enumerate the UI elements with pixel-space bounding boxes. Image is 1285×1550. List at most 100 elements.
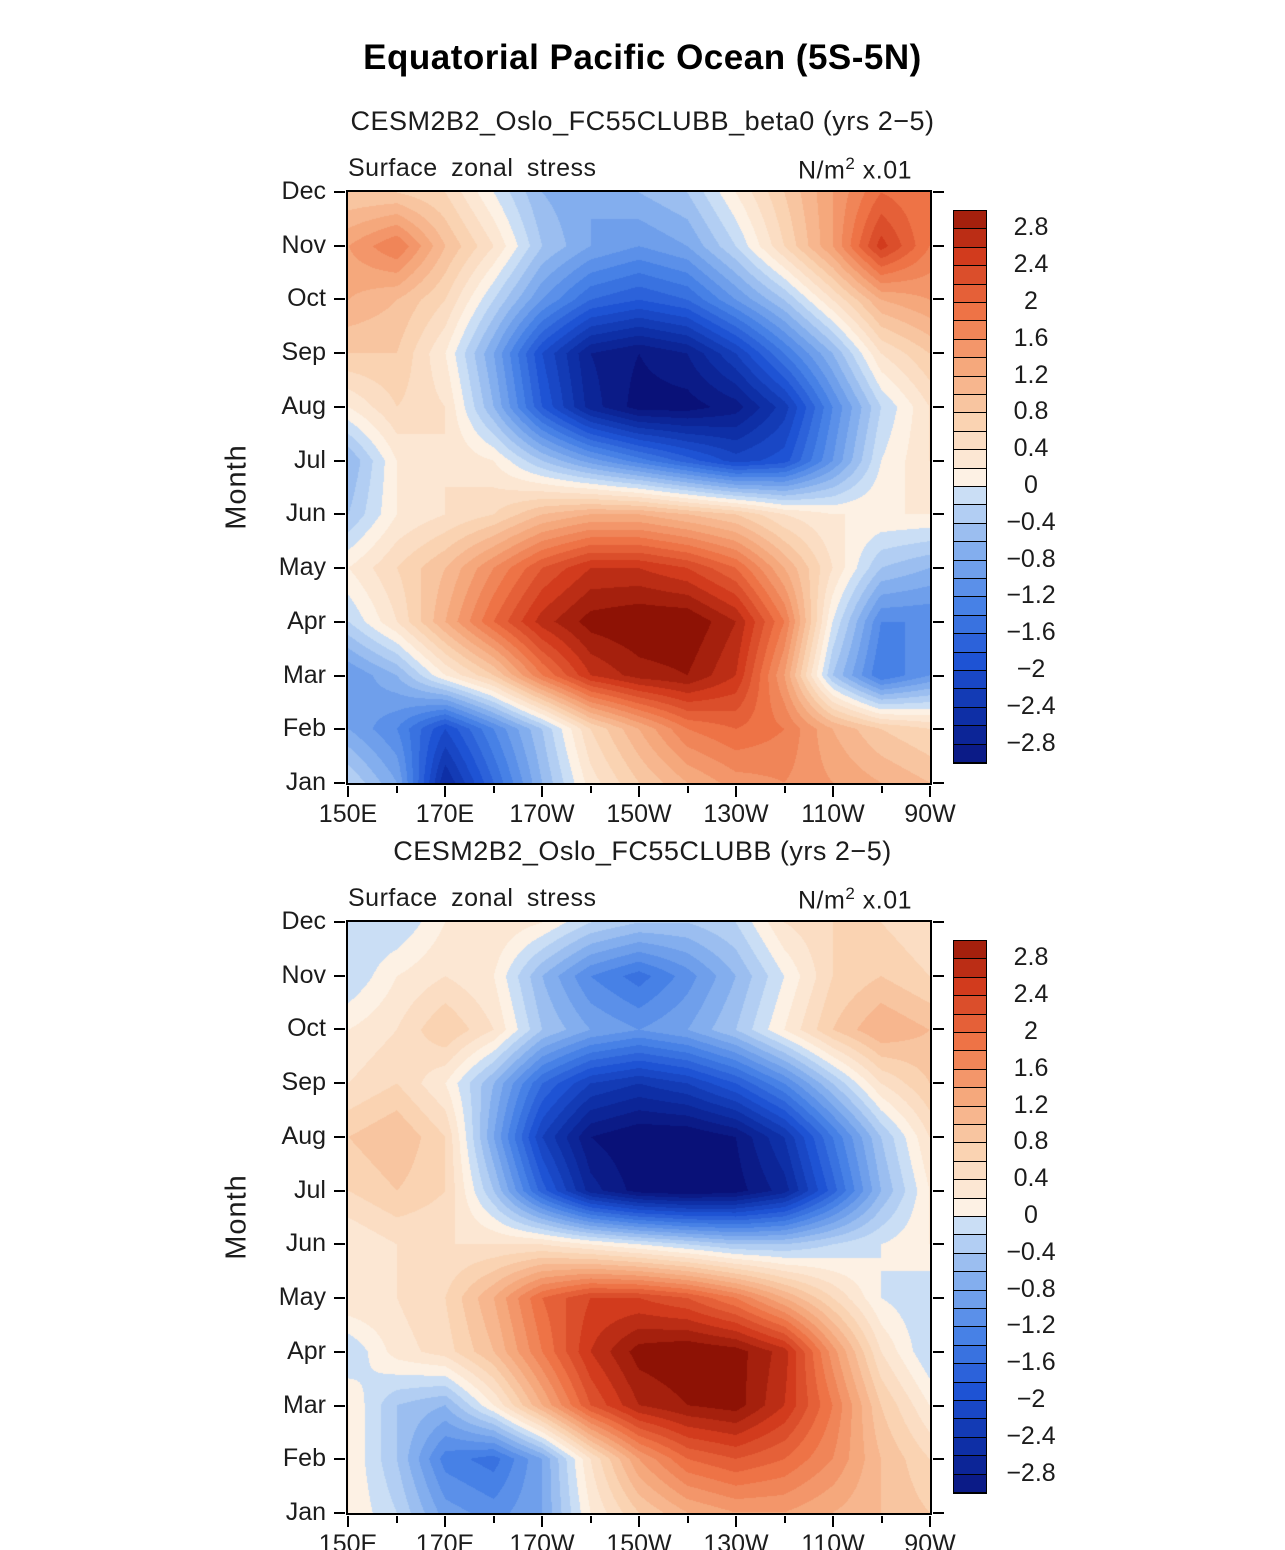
colorbar-tick-label: −1.2: [1006, 1311, 1056, 1340]
x-tick: [832, 786, 834, 797]
y-tick-label: Mar: [282, 1390, 326, 1419]
panel-subtitle: CESM2B2_Oslo_FC55CLUBB (yrs 2−5): [393, 836, 892, 866]
y-tick-right: [933, 921, 944, 923]
colorbar-cell: [954, 941, 986, 959]
x-tick: [686, 786, 689, 793]
colorbar-tick-label: −2: [1016, 655, 1046, 683]
colorbar-cell: [954, 1217, 986, 1235]
y-tick-left: [334, 244, 345, 247]
y-tick-left: [334, 567, 345, 570]
y-tick-right: [933, 728, 944, 731]
y-tick-label: Sep: [281, 1068, 326, 1097]
x-tick-label: 130W: [703, 800, 769, 828]
colorbar-cell: [954, 1199, 986, 1217]
colorbar-cell: [954, 211, 986, 229]
colorbar-tick-label: −0.4: [1006, 507, 1056, 536]
units-label: N/m2 x.01: [798, 154, 930, 184]
colorbar-cell: [954, 1475, 986, 1493]
colorbar-tick-label: −2: [1016, 1385, 1046, 1413]
x-tick: [783, 1516, 786, 1523]
x-tick: [735, 786, 737, 797]
colorbar-cell: [954, 653, 986, 671]
colorbar-cell: [954, 1346, 986, 1364]
colorbar-cell: [954, 413, 986, 432]
colorbar-cell: [954, 1107, 986, 1125]
field-label: Surface zonal stress: [348, 884, 597, 912]
colorbar-tick-label: 2: [1024, 287, 1038, 315]
colorbar-tick-label: −2.4: [1006, 691, 1056, 720]
colorbar-cell: [954, 1235, 986, 1254]
y-tick-label: Jun: [285, 1229, 326, 1258]
y-tick-right: [933, 513, 944, 516]
x-tick: [880, 1516, 883, 1523]
colorbar-cell: [954, 689, 986, 708]
colorbar-cell: [954, 959, 986, 978]
y-tick-right: [933, 620, 944, 623]
y-tick-label: Oct: [287, 1014, 326, 1043]
colorbar-cell: [954, 1327, 986, 1346]
y-tick-right: [933, 191, 944, 193]
colorbar-cell: [954, 1143, 986, 1162]
x-tick: [686, 1516, 689, 1523]
x-tick-label: 90W: [904, 800, 956, 828]
colorbar-tick-label: −0.8: [1006, 1274, 1056, 1303]
colorbar-cell: [954, 597, 986, 616]
colorbar-cell: [954, 377, 986, 395]
y-tick-label: May: [278, 553, 326, 582]
x-tick: [541, 786, 543, 797]
x-tick-label: 170W: [509, 1530, 575, 1550]
y-tick-left: [334, 513, 345, 516]
y-tick-right: [933, 974, 944, 977]
colorbar-tick-label: 1.6: [1013, 323, 1049, 352]
x-tick: [638, 786, 640, 797]
y-tick-right: [933, 1082, 944, 1085]
colorbar-tick-label: −0.8: [1006, 544, 1056, 573]
x-tick-label: 150W: [606, 1530, 672, 1550]
x-tick-label: 170W: [509, 800, 575, 828]
y-tick-right: [933, 674, 944, 677]
y-tick-label: Feb: [282, 714, 326, 743]
x-tick-label: 150E: [318, 1530, 378, 1550]
x-tick: [735, 1516, 737, 1527]
panel-default: CESM2B2_Oslo_FC55CLUBB (yrs 2−5) Surface…: [0, 830, 1285, 1550]
colorbar-tick-label: 0.8: [1013, 1127, 1049, 1156]
y-tick-label: May: [278, 1283, 326, 1312]
colorbar-cell: [954, 321, 986, 340]
colorbar-tick-label: 1.2: [1013, 360, 1049, 389]
x-tick: [395, 1516, 398, 1523]
colorbar-tick-label: −2.4: [1006, 1421, 1056, 1450]
y-tick-right: [933, 1028, 944, 1031]
y-tick-left: [334, 191, 345, 193]
colorbar-cell: [954, 1254, 986, 1272]
y-tick-left: [334, 405, 345, 408]
x-tick-label: 150W: [606, 800, 672, 828]
units-exponent: 2: [845, 154, 856, 173]
x-tick-label: 170E: [415, 1530, 475, 1550]
colorbar-cell: [954, 579, 986, 597]
y-tick-right: [933, 1243, 944, 1246]
colorbar-tick-label: 0: [1024, 471, 1038, 499]
x-tick: [929, 1516, 931, 1527]
y-tick-right: [933, 1135, 944, 1138]
colorbar-tick-label: 2: [1024, 1017, 1038, 1045]
plot-header: Surface zonal stress N/m2 x.01: [348, 884, 930, 914]
y-tick-left: [334, 921, 345, 923]
colorbar-tick-label: 1.2: [1013, 1090, 1049, 1119]
colorbar-cell: [954, 978, 986, 996]
colorbar-cell: [954, 505, 986, 524]
y-tick-left: [334, 1404, 345, 1407]
colorbar-cell: [954, 1272, 986, 1291]
y-tick-right: [933, 1189, 944, 1192]
contour-plot-canvas: [348, 922, 930, 1513]
y-tick-label: Dec: [281, 907, 326, 935]
y-tick-left: [334, 1350, 345, 1353]
y-tick-right: [933, 567, 944, 570]
y-tick-right: [933, 1350, 944, 1353]
colorbar-cell: [954, 708, 986, 726]
y-tick-left: [334, 1458, 345, 1461]
colorbar-tick-label: −1.6: [1006, 1348, 1056, 1377]
colorbar-cell: [954, 634, 986, 653]
x-tick: [589, 1516, 592, 1523]
y-tick-label: Jan: [285, 1498, 326, 1526]
